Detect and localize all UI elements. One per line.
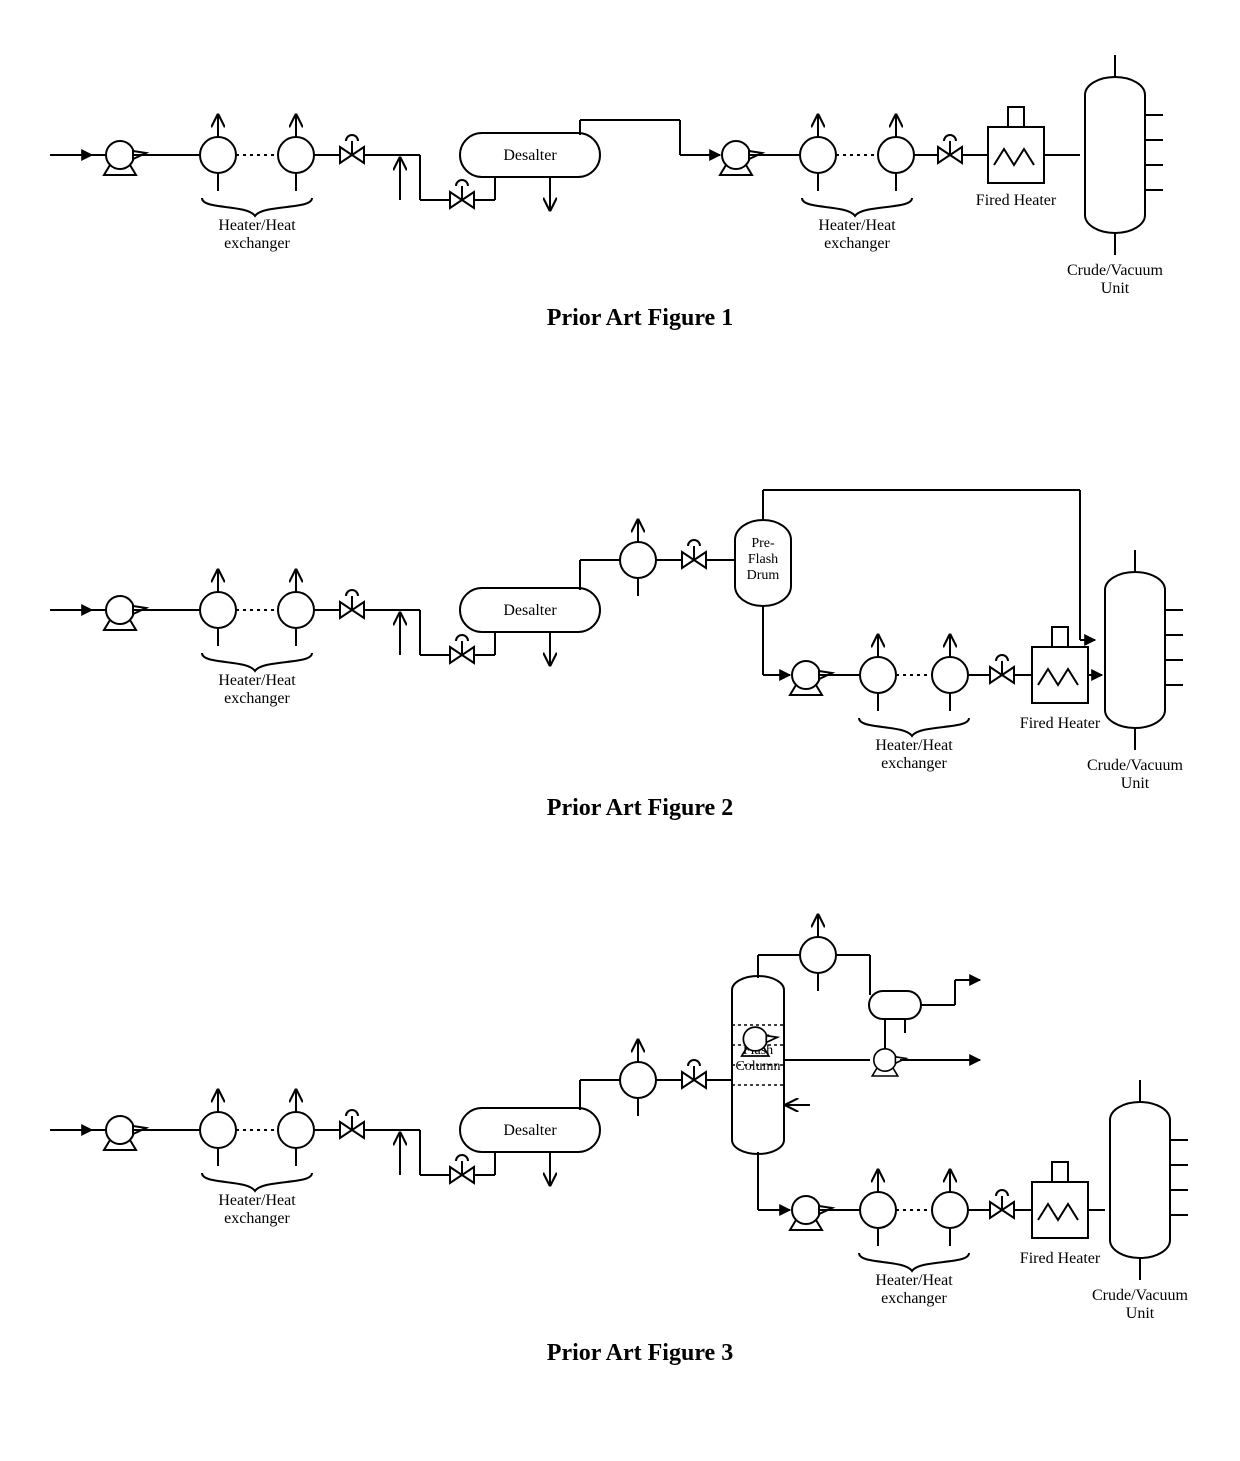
heat-exchanger-icon — [800, 115, 836, 191]
svg-text:Pre-FlashDrum: Pre-FlashDrum — [747, 536, 780, 583]
column-icon — [1105, 550, 1183, 750]
figure-title: Prior Art Figure 2 — [547, 795, 733, 821]
heat-exchanger-icon — [278, 115, 314, 191]
brace-icon — [802, 198, 912, 216]
desalter-label: Desalter — [503, 602, 557, 619]
diagram-canvas: Desalter Heater/Heatexchanger Heater/Hea… — [20, 20, 1240, 1441]
hx-label: Heater/Heatexchanger — [818, 217, 896, 252]
svg-text:Fired Heater: Fired Heater — [1020, 715, 1101, 732]
overhead-drum-icon — [869, 991, 921, 1033]
figure-3: Desalter Pre-FlashColumn — [50, 915, 1189, 1366]
column-label: Crude/VacuumUnit — [1067, 262, 1164, 297]
valve-icon — [450, 180, 474, 208]
brace-icon — [202, 198, 312, 216]
figure-title: Prior Art Figure 1 — [547, 305, 733, 331]
figure-2: Desalter Pre-FlashDrum — [50, 490, 1184, 821]
svg-text:Crude/VacuumUnit: Crude/VacuumUnit — [1087, 757, 1184, 792]
svg-text:Desalter: Desalter — [503, 1122, 557, 1139]
pump-icon — [720, 141, 762, 175]
fired-heater-icon — [1032, 1162, 1088, 1238]
pump-icon — [104, 141, 146, 175]
preflash-column-icon: Pre-FlashColumn — [732, 976, 784, 1154]
desalter-label: Desalter — [503, 147, 557, 164]
heat-exchanger-icon — [200, 115, 236, 191]
svg-text:Heater/Heatexchanger: Heater/Heatexchanger — [875, 737, 953, 772]
svg-text:Heater/Heatexchanger: Heater/Heatexchanger — [218, 1192, 296, 1227]
valve-icon — [340, 135, 364, 163]
column-icon — [1085, 55, 1163, 255]
svg-text:Heater/Heatexchanger: Heater/Heatexchanger — [218, 672, 296, 707]
column-icon — [1110, 1080, 1188, 1280]
heat-exchanger-icon — [878, 115, 914, 191]
figure-title: Prior Art Figure 3 — [547, 1340, 733, 1366]
svg-text:Heater/Heatexchanger: Heater/Heatexchanger — [875, 1272, 953, 1307]
svg-text:Crude/VacuumUnit: Crude/VacuumUnit — [1092, 1287, 1189, 1322]
fired-heater-icon — [988, 107, 1044, 183]
figure-1: Desalter Heater/Heatexchanger Heater/Hea… — [50, 55, 1164, 331]
svg-text:Fired Heater: Fired Heater — [1020, 1250, 1101, 1267]
valve-icon — [938, 135, 962, 163]
hx-label: Heater/Heatexchanger — [218, 217, 296, 252]
fired-heater-label: Fired Heater — [976, 192, 1057, 209]
preflash-drum-icon: Pre-FlashDrum — [735, 520, 791, 606]
